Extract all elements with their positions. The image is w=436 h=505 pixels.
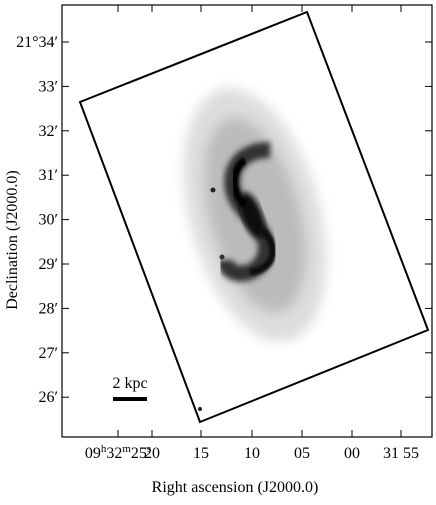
y-tick-label: 30′ — [39, 212, 59, 229]
galaxy-image — [183, 88, 327, 411]
y-tick-label: 31′ — [39, 167, 59, 184]
x-tick-label: 31 55 — [383, 445, 419, 462]
tick-superscript: s — [147, 443, 151, 455]
y-tick-label: 29′ — [39, 256, 59, 273]
tick-superscript: h — [101, 443, 107, 455]
plot-frame — [61, 4, 433, 438]
y-tick-label: 27′ — [39, 345, 59, 362]
tick-segment: 25 — [131, 445, 147, 462]
x-tick-label: 09h32m25s — [85, 443, 151, 462]
scale-bar-label: 2 kpc — [112, 375, 147, 392]
y-tick-label: 21°34′ — [16, 34, 58, 51]
x-tick-label: 05 — [294, 445, 310, 462]
x-tick-label: 10 — [244, 445, 260, 462]
y-tick-label: 33′ — [39, 78, 59, 95]
tick-segment: 09 — [85, 445, 101, 462]
field-outline — [78, 10, 430, 424]
y-axis-label: Declination (J2000.0) — [4, 170, 21, 310]
x-tick-label: 20 — [144, 445, 160, 462]
y-tick-label: 28′ — [39, 300, 59, 317]
x-axis-label: Right ascension (J2000.0) — [152, 479, 319, 496]
tick-superscript: m — [122, 443, 131, 455]
x-tick-label: 00 — [344, 445, 360, 462]
tick-segment: 32 — [106, 445, 122, 462]
x-tick-label: 15 — [193, 445, 209, 462]
y-tick-label: 26′ — [39, 389, 59, 406]
y-tick-label: 32′ — [39, 123, 59, 140]
